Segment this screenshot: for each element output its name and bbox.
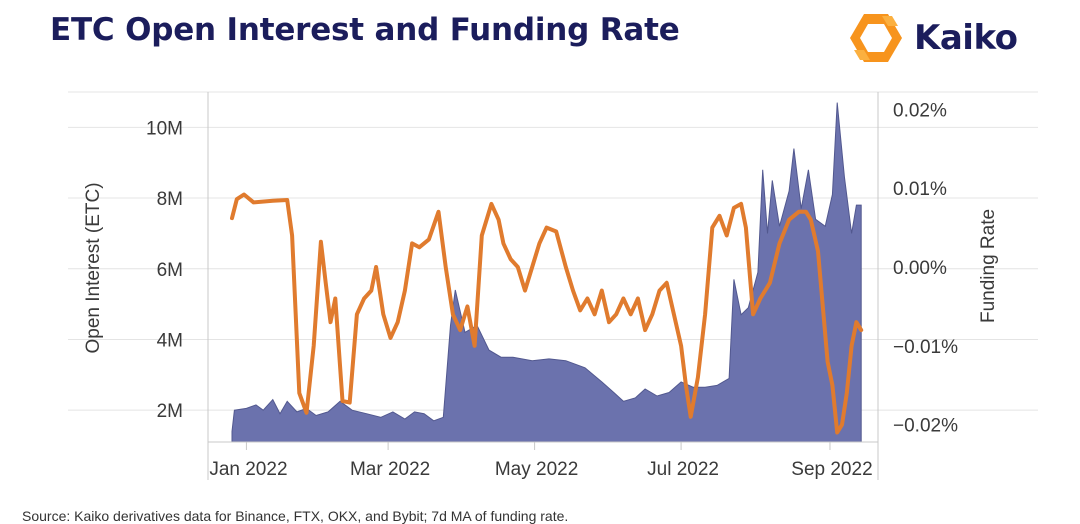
y-right-tick-label: −0.02%: [893, 416, 958, 437]
y-left-tick-label: 10M: [146, 118, 183, 139]
y-right-tick-label: 0.02%: [893, 100, 947, 121]
y-axis-left-title: Open Interest (ETC): [83, 182, 104, 353]
y-right-tick-label: −0.01%: [893, 337, 958, 358]
open-interest-area: [231, 102, 862, 443]
y-left-tick-label: 8M: [157, 189, 183, 210]
page-title: ETC Open Interest and Funding Rate: [50, 12, 680, 48]
kaiko-logo-icon: [850, 14, 902, 62]
y-left-tick-label: 4M: [157, 330, 183, 351]
y-right-tick-label: 0.01%: [893, 179, 947, 200]
open-interest-series: [231, 102, 862, 443]
y-left-tick-label: 2M: [157, 401, 183, 422]
source-note: Source: Kaiko derivatives data for Binan…: [22, 508, 569, 524]
y-left-tick-label: 6M: [157, 260, 183, 281]
logo-text: Kaiko: [914, 18, 1018, 58]
axes: [207, 92, 879, 480]
funding-rate-series: [230, 192, 864, 435]
funding-rate-line: [230, 192, 864, 435]
tick-labels: 2M 4M 6M 8M 10M −0.02% −0.01% 0.00% 0.01% 0.02% Ja…: [146, 100, 958, 480]
y-right-tick-label: 0.00%: [893, 258, 947, 279]
x-tick-label: Jan 2022: [209, 459, 287, 480]
x-tick-label: May 2022: [495, 459, 578, 480]
kaiko-logo: Kaiko: [848, 12, 1018, 64]
x-tick-label: Sep 2022: [791, 459, 872, 480]
y-axis-right-title: Funding Rate: [978, 209, 999, 323]
x-tick-label: Jul 2022: [647, 459, 719, 480]
x-tick-label: Mar 2022: [350, 459, 430, 480]
